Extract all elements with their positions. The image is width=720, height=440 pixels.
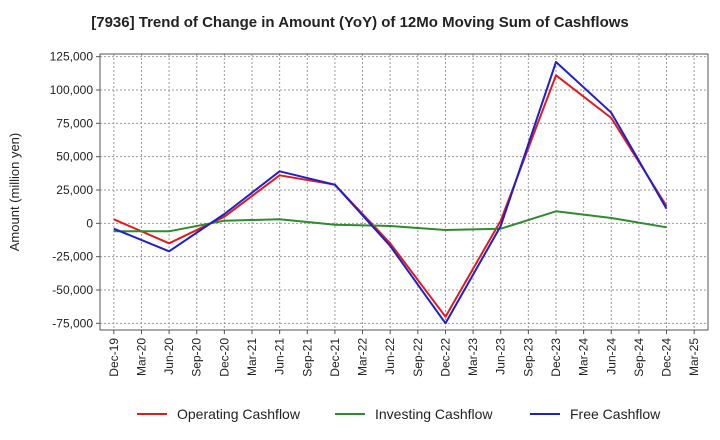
x-tick-label: Dec-19 [107, 338, 121, 377]
y-tick-label: 25,000 [56, 183, 93, 197]
grid [100, 54, 708, 330]
x-tick-label: Dec-23 [549, 338, 563, 377]
y-tick-label: 75,000 [56, 116, 93, 130]
y-tick-label: 100,000 [50, 83, 94, 97]
x-tick-label: Mar-25 [687, 338, 701, 376]
x-tick-label: Jun-21 [273, 338, 287, 375]
x-tick-label: Jun-23 [494, 338, 508, 375]
x-tick-label: Mar-21 [245, 338, 259, 376]
legend-label-free-cashflow: Free Cashflow [570, 406, 661, 422]
y-tick-label: 0 [86, 216, 93, 230]
x-tick-label: Sep-24 [632, 338, 646, 377]
x-tick-label: Mar-23 [466, 338, 480, 376]
x-tick-label: Sep-20 [190, 338, 204, 377]
x-tick-label: Mar-24 [577, 338, 591, 376]
y-tick-label: -75,000 [52, 316, 93, 330]
legend-label-operating-cashflow: Operating Cashflow [177, 406, 301, 422]
x-tick-label: Dec-22 [438, 338, 452, 377]
y-tick-label: -25,000 [52, 250, 93, 264]
x-tick-label: Dec-21 [328, 338, 342, 377]
x-axis: Dec-19 Mar-20 Jun-20 Sep-20 Dec-20 Mar-21 Jun-… [107, 330, 701, 377]
x-tick-label: Dec-24 [660, 338, 674, 377]
x-tick-label: Mar-22 [356, 338, 370, 376]
y-axis: 125,000 100,000 75,000 50,000 25,000 0 -25,000… [50, 50, 100, 330]
y-tick-label: 125,000 [50, 50, 94, 64]
series-line-investing-cashflow [113, 210, 667, 233]
plot-frame [99, 53, 709, 331]
x-tick-label: Jun-22 [383, 338, 397, 375]
y-tick-label: 50,000 [56, 150, 93, 164]
x-tick-label: Sep-23 [521, 338, 535, 377]
legend-label-investing-cashflow: Investing Cashflow [375, 406, 493, 422]
legend: Operating Cashflow Investing Cashflow Free… [137, 406, 661, 422]
series-lines [113, 61, 668, 325]
x-tick-label: Sep-22 [411, 338, 425, 377]
x-tick-label: Mar-20 [134, 338, 148, 376]
y-axis-title: Amount (million yen) [7, 133, 22, 252]
x-tick-label: Jun-24 [604, 338, 618, 375]
y-tick-label: -50,000 [52, 283, 93, 297]
chart-title: [7936] Trend of Change in Amount (YoY) o… [91, 14, 629, 31]
series-line-free-cashflow [113, 61, 668, 325]
x-tick-label: Jun-20 [162, 338, 176, 375]
x-tick-label: Sep-21 [300, 338, 314, 377]
x-tick-label: Dec-20 [217, 338, 231, 377]
